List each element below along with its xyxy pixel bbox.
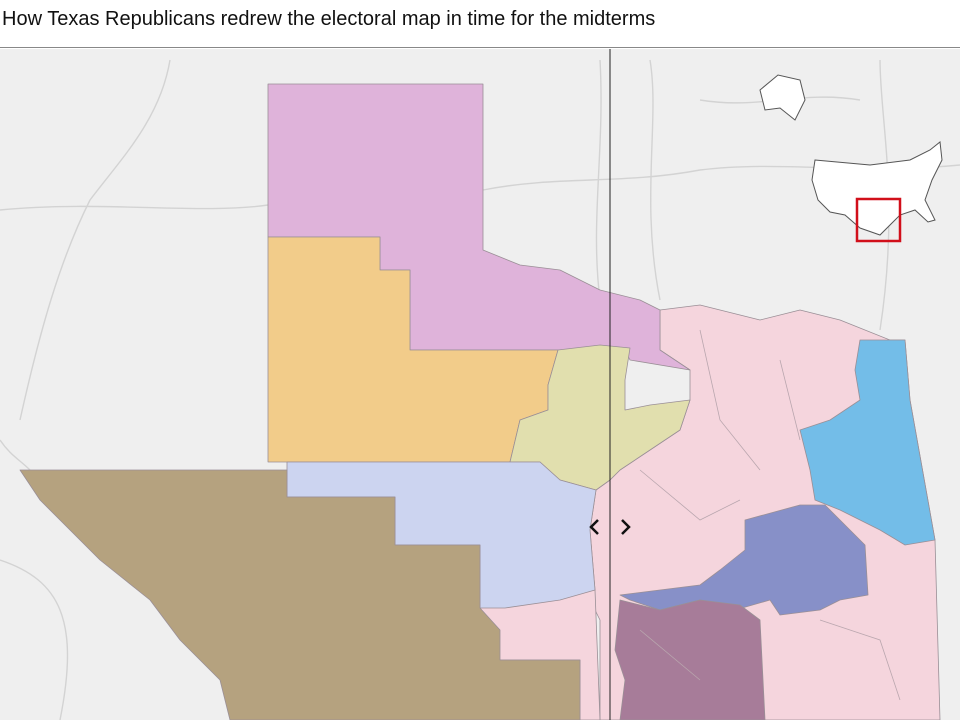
slider-right-arrow[interactable]: [621, 519, 631, 535]
district: [799, 339, 936, 546]
districts: [19, 83, 941, 720]
district: [19, 469, 581, 720]
district: [509, 344, 691, 491]
district-map[interactable]: [0, 49, 960, 720]
us-inset: [759, 74, 943, 243]
page-title: How Texas Republicans redrew the elector…: [0, 0, 960, 48]
slider-left-arrow[interactable]: [589, 519, 599, 535]
roads: [0, 59, 960, 720]
district: [614, 599, 766, 720]
